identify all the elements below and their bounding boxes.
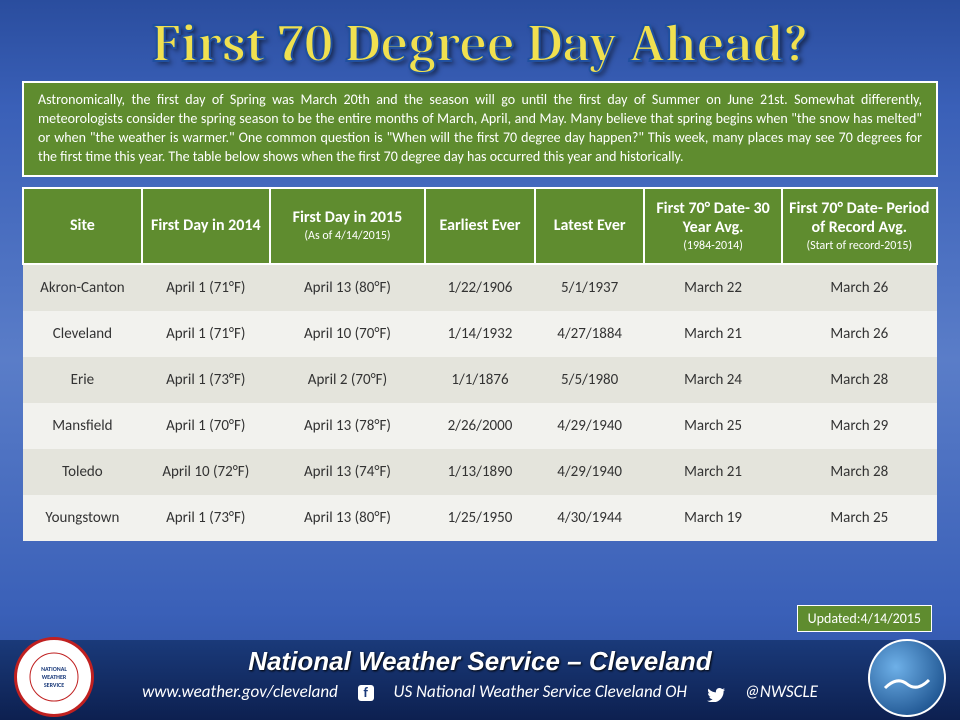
table-cell: Youngstown: [23, 495, 142, 541]
table-cell: April 13 (80°F): [270, 264, 425, 311]
table-cell: April 1 (71°F): [142, 311, 270, 357]
table-cell: 4/29/1940: [535, 449, 645, 495]
table-cell: 1/14/1932: [425, 311, 535, 357]
table-cell: 5/1/1937: [535, 264, 645, 311]
twitter-icon[interactable]: [707, 686, 725, 700]
table-cell: April 10 (70°F): [270, 311, 425, 357]
table-row: ClevelandApril 1 (71°F)April 10 (70°F)1/…: [23, 311, 937, 357]
table-cell: March 24: [644, 357, 781, 403]
noaa-logo: [868, 639, 946, 717]
footer: NATIONAL WEATHER SERVICE National Weathe…: [0, 640, 960, 720]
col-header: First 70° Date- 30 Year Avg.(1984-2014): [644, 188, 781, 265]
svg-text:NATIONAL: NATIONAL: [41, 665, 67, 673]
table-cell: 4/27/1884: [535, 311, 645, 357]
table-cell: 1/25/1950: [425, 495, 535, 541]
table-cell: April 1 (73°F): [142, 357, 270, 403]
updated-badge: Updated:4/14/2015: [797, 605, 932, 632]
col-header: First Day in 2015(As of 4/14/2015): [270, 188, 425, 265]
table-cell: March 29: [782, 403, 937, 449]
table-cell: Cleveland: [23, 311, 142, 357]
svg-text:WEATHER: WEATHER: [42, 673, 67, 681]
table-cell: April 1 (71°F): [142, 264, 270, 311]
table-cell: 5/5/1980: [535, 357, 645, 403]
table-cell: April 2 (70°F): [270, 357, 425, 403]
table-cell: March 25: [782, 495, 937, 541]
footer-fb[interactable]: US National Weather Service Cleveland OH: [394, 681, 687, 702]
intro-paragraph: Astronomically, the first day of Spring …: [22, 81, 938, 177]
col-header: Earliest Ever: [425, 188, 535, 265]
table-cell: 1/13/1890: [425, 449, 535, 495]
table-cell: 4/30/1944: [535, 495, 645, 541]
table-cell: Akron-Canton: [23, 264, 142, 311]
table-row: MansfieldApril 1 (70°F)April 13 (78°F)2/…: [23, 403, 937, 449]
facebook-icon[interactable]: f: [358, 685, 374, 701]
data-table: SiteFirst Day in 2014First Day in 2015(A…: [22, 187, 938, 542]
col-header: First 70° Date- Period of Record Avg.(St…: [782, 188, 937, 265]
footer-org: National Weather Service – Cleveland: [0, 640, 960, 677]
table-cell: April 13 (80°F): [270, 495, 425, 541]
footer-links: www.weather.gov/cleveland f US National …: [0, 681, 960, 702]
table-cell: March 25: [644, 403, 781, 449]
table-cell: Toledo: [23, 449, 142, 495]
svg-text:SERVICE: SERVICE: [44, 681, 64, 689]
table-cell: 4/29/1940: [535, 403, 645, 449]
table-cell: April 13 (78°F): [270, 403, 425, 449]
table-cell: March 26: [782, 264, 937, 311]
table-row: YoungstownApril 1 (73°F)April 13 (80°F)1…: [23, 495, 937, 541]
table-cell: March 21: [644, 311, 781, 357]
col-header: First Day in 2014: [142, 188, 270, 265]
table-cell: Mansfield: [23, 403, 142, 449]
col-header: Latest Ever: [535, 188, 645, 265]
table-cell: April 10 (72°F): [142, 449, 270, 495]
table-cell: March 28: [782, 449, 937, 495]
footer-url[interactable]: www.weather.gov/cleveland: [142, 681, 338, 702]
table-cell: March 19: [644, 495, 781, 541]
table-row: ToledoApril 10 (72°F)April 13 (74°F)1/13…: [23, 449, 937, 495]
table-cell: 1/1/1876: [425, 357, 535, 403]
table-cell: Erie: [23, 357, 142, 403]
table-cell: March 26: [782, 311, 937, 357]
table-cell: April 1 (70°F): [142, 403, 270, 449]
table-cell: 2/26/2000: [425, 403, 535, 449]
table-cell: 1/22/1906: [425, 264, 535, 311]
table-row: Akron-CantonApril 1 (71°F)April 13 (80°F…: [23, 264, 937, 311]
col-header: Site: [23, 188, 142, 265]
table-cell: March 22: [644, 264, 781, 311]
page-title: First 70 Degree Day Ahead?: [0, 0, 960, 81]
table-cell: March 28: [782, 357, 937, 403]
table-cell: April 13 (74°F): [270, 449, 425, 495]
nws-logo: NATIONAL WEATHER SERVICE: [14, 637, 94, 717]
table-row: ErieApril 1 (73°F)April 2 (70°F)1/1/1876…: [23, 357, 937, 403]
footer-tw[interactable]: @NWSCLE: [745, 681, 818, 702]
table-cell: April 1 (73°F): [142, 495, 270, 541]
table-cell: March 21: [644, 449, 781, 495]
